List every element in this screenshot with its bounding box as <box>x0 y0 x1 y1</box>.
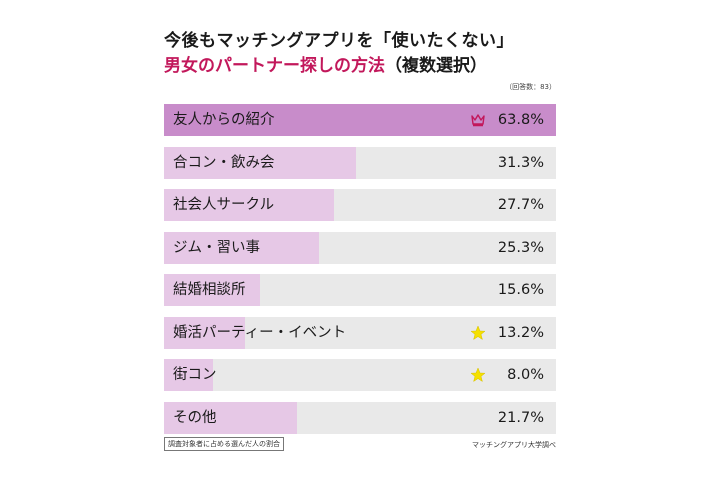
value-label: 31.3% <box>497 154 544 171</box>
bar <box>164 401 298 434</box>
bar <box>164 231 320 264</box>
star-icon <box>470 324 486 340</box>
value-label: 13.2% <box>497 324 544 341</box>
bar <box>164 146 357 179</box>
category-label: 友人からの紹介 <box>173 112 275 128</box>
value-label: 21.7% <box>497 409 544 426</box>
category-label: 合コン・飲み会 <box>173 154 275 171</box>
chart-row: 友人からの紹介 63.8% <box>164 104 556 136</box>
value-label: 63.8% <box>497 112 544 128</box>
title-line-1: 今後もマッチングアプリを「使いたくない」 <box>164 31 514 51</box>
category-label: その他 <box>173 409 217 426</box>
bar <box>164 359 214 391</box>
value-label: 8.0% <box>507 367 544 383</box>
bar-chart: 友人からの紹介 63.8% 合コン・飲み会 31.3% 社会人サークル 27.7% ジム・習… <box>164 104 556 444</box>
title-paren: （複数選択） <box>385 56 487 76</box>
chart-row: その他 21.7% <box>164 401 556 434</box>
value-label: 15.6% <box>497 282 544 298</box>
chart-row: 社会人サークル 27.7% <box>164 189 556 221</box>
bar <box>164 189 335 221</box>
category-label: 結婚相談所 <box>173 282 246 298</box>
bar <box>164 274 260 306</box>
star-icon <box>470 367 486 383</box>
chart-row: 街コン 8.0% <box>164 359 556 391</box>
chart-row: 婚活パーティー・イベント 13.2% <box>164 316 556 349</box>
sample-size-note: （回答数：83） <box>505 83 556 91</box>
footnote: 調査対象者に占める選んだ人の割合 <box>164 437 284 451</box>
category-label: 婚活パーティー・イベント <box>173 324 347 341</box>
title-line-2: 男女のパートナー探しの方法（複数選択） <box>164 54 584 78</box>
category-label: 街コン <box>173 367 217 383</box>
category-label: 社会人サークル <box>173 197 275 213</box>
category-label: ジム・習い事 <box>173 239 260 256</box>
title-accent: 男女のパートナー探しの方法 <box>164 56 385 76</box>
value-label: 27.7% <box>497 197 544 213</box>
chart-title: 今後もマッチングアプリを「使いたくない」 男女のパートナー探しの方法（複数選択） <box>164 30 584 78</box>
chart-row: 合コン・飲み会 31.3% <box>164 146 556 179</box>
value-label: 25.3% <box>497 239 544 256</box>
bar <box>164 104 556 136</box>
crown-icon <box>471 114 485 127</box>
chart-row: ジム・習い事 25.3% <box>164 231 556 264</box>
bar <box>164 316 246 349</box>
source-note: マッチングアプリ大学調べ <box>472 441 556 449</box>
chart-row: 結婚相談所 15.6% <box>164 274 556 306</box>
